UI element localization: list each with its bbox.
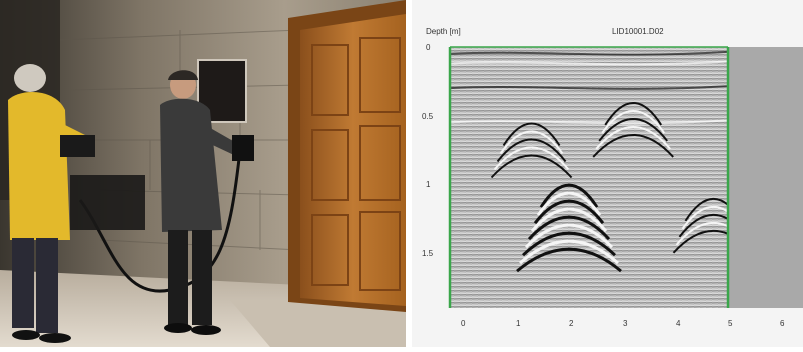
hyperbola-reflection xyxy=(496,138,567,163)
hyperbola-reflection xyxy=(536,191,602,217)
hyperbola-reflection xyxy=(678,213,728,238)
wooden-door xyxy=(300,14,406,306)
hyperbola-reflection xyxy=(533,199,605,225)
person-dark-coat xyxy=(160,70,254,335)
surface-reflection xyxy=(450,119,728,125)
hyperbola-reflection xyxy=(527,215,611,241)
hyperbola-reflection xyxy=(490,154,573,179)
hyperbola-reflection xyxy=(518,239,620,265)
hyperbola-reflection xyxy=(539,183,599,208)
file-name: LID10001.D02 xyxy=(612,27,664,36)
surface-reflection xyxy=(450,85,728,90)
hyperbola-reflection xyxy=(672,230,728,254)
hyperbola-reflection xyxy=(684,197,728,222)
hyperbola-reflection xyxy=(601,109,666,134)
hyperbola-reflection xyxy=(592,134,674,158)
x-tick-label: 0 xyxy=(461,319,466,328)
x-tick-label: 2 xyxy=(569,319,574,328)
hyperbola-reflection xyxy=(521,231,617,257)
x-tick-label: 6 xyxy=(780,319,785,328)
y-tick-label: 0.5 xyxy=(422,112,434,121)
hyperbola-reflection xyxy=(524,223,614,249)
radargram-panel: Depth [m] LID10001.D02 0 0.5 1 1.5 0 1 2… xyxy=(412,0,803,347)
field-photo xyxy=(0,0,406,347)
ylabel: Depth [m] xyxy=(426,27,461,36)
hyperbola-reflection xyxy=(499,130,564,155)
photo-illustration xyxy=(0,0,406,347)
person-yellow-jacket xyxy=(8,64,95,343)
surface-reflection xyxy=(450,60,728,66)
radargram-chart: Depth [m] LID10001.D02 0 0.5 1 1.5 0 1 2… xyxy=(422,27,803,328)
x-tick-label: 1 xyxy=(516,319,521,328)
hyperbola-reflection xyxy=(675,222,728,246)
surface-reflection xyxy=(450,50,728,56)
hyperbola-reflection xyxy=(681,205,728,230)
hyperbola-reflection xyxy=(502,122,561,147)
hyperbola-reflection xyxy=(530,207,608,233)
hyperbola-reflection xyxy=(604,101,663,126)
radar-data-region xyxy=(450,47,728,308)
x-tick-label: 5 xyxy=(728,319,733,328)
x-tick-label: 4 xyxy=(676,319,681,328)
hyperbola-reflection xyxy=(493,146,570,171)
y-tick-label: 1 xyxy=(426,180,431,189)
hyperbola-reflection xyxy=(598,117,668,142)
y-tick-label: 0 xyxy=(426,43,431,52)
x-tick-label: 3 xyxy=(623,319,628,328)
y-tick-label: 1.5 xyxy=(422,249,434,258)
hyperbola-reflection xyxy=(516,247,622,273)
hyperbola-reflection xyxy=(595,126,671,150)
